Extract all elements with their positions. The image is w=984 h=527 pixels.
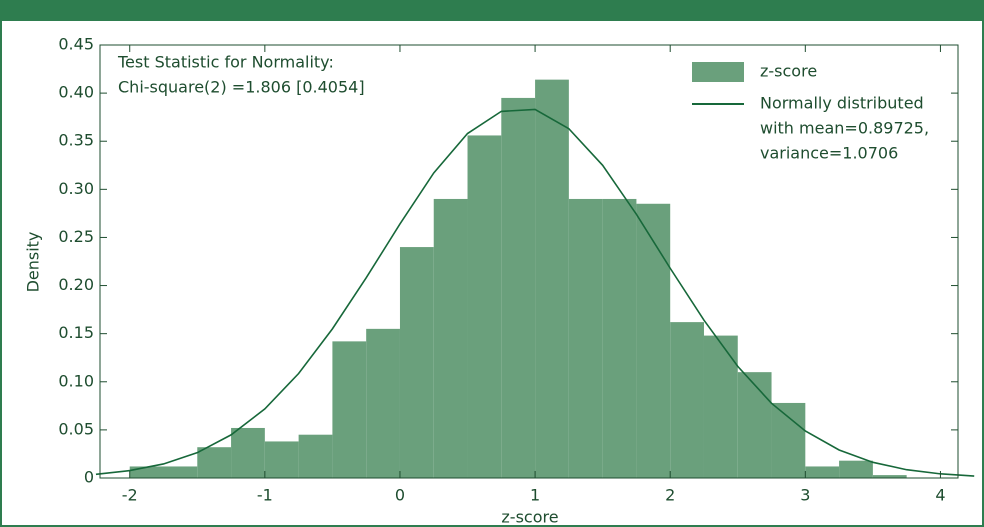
legend-label: Normally distributed — [760, 94, 924, 113]
x-tick-label: -2 — [122, 486, 138, 505]
y-tick-label: 0 — [84, 468, 94, 487]
y-tick-label: 0.35 — [58, 131, 94, 150]
y-tick-label: 0.05 — [58, 419, 94, 438]
legend-label: variance=1.0706 — [760, 144, 898, 163]
legend-label: with mean=0.89725, — [760, 119, 929, 138]
x-tick-label: -1 — [257, 486, 273, 505]
bar — [535, 79, 569, 478]
y-tick-label: 0.20 — [58, 275, 94, 294]
bar — [231, 427, 265, 478]
y-tick-label: 0.15 — [58, 323, 94, 342]
x-tick-label: 3 — [800, 486, 810, 505]
bar — [433, 198, 468, 478]
bar — [805, 466, 840, 478]
header-bar — [0, 0, 984, 20]
y-tick-label: 0.40 — [58, 83, 94, 102]
bar — [467, 135, 502, 478]
annotation: Test Statistic for Normality: — [117, 53, 334, 72]
bar — [264, 441, 299, 478]
bar — [737, 372, 772, 478]
bar — [670, 322, 704, 478]
legend-swatch — [692, 62, 744, 82]
bar — [197, 447, 232, 478]
legend-label: z-score — [760, 62, 817, 81]
annotation: Chi-square(2) =1.806 [0.4054] — [118, 78, 365, 97]
bar — [703, 335, 738, 478]
x-tick-label: 2 — [665, 486, 675, 505]
normal-curve — [95, 108, 975, 477]
y-tick-label: 0.10 — [58, 371, 94, 390]
bar — [298, 434, 333, 478]
y-tick-label: 0.30 — [58, 179, 94, 198]
plot-border — [99, 44, 959, 479]
bar — [163, 466, 198, 478]
x-tick-label: 0 — [395, 486, 405, 505]
y-tick-label: 0.45 — [58, 35, 94, 54]
plot — [95, 79, 975, 478]
y-axis-label: Density — [24, 232, 43, 293]
bar — [332, 341, 367, 478]
bar — [602, 198, 637, 478]
bar — [568, 198, 603, 478]
x-tick-label: 4 — [935, 486, 945, 505]
frame — [0, 19, 984, 527]
bar — [839, 460, 873, 478]
bar — [501, 97, 536, 478]
x-axis-label: z-score — [501, 508, 558, 527]
bar — [872, 475, 907, 478]
bar — [129, 466, 164, 478]
x-tick-label: 1 — [530, 486, 540, 505]
bar — [399, 247, 434, 478]
bar — [636, 203, 671, 478]
y-tick-label: 0.25 — [58, 227, 94, 246]
bar — [366, 328, 400, 478]
bar — [771, 402, 806, 478]
